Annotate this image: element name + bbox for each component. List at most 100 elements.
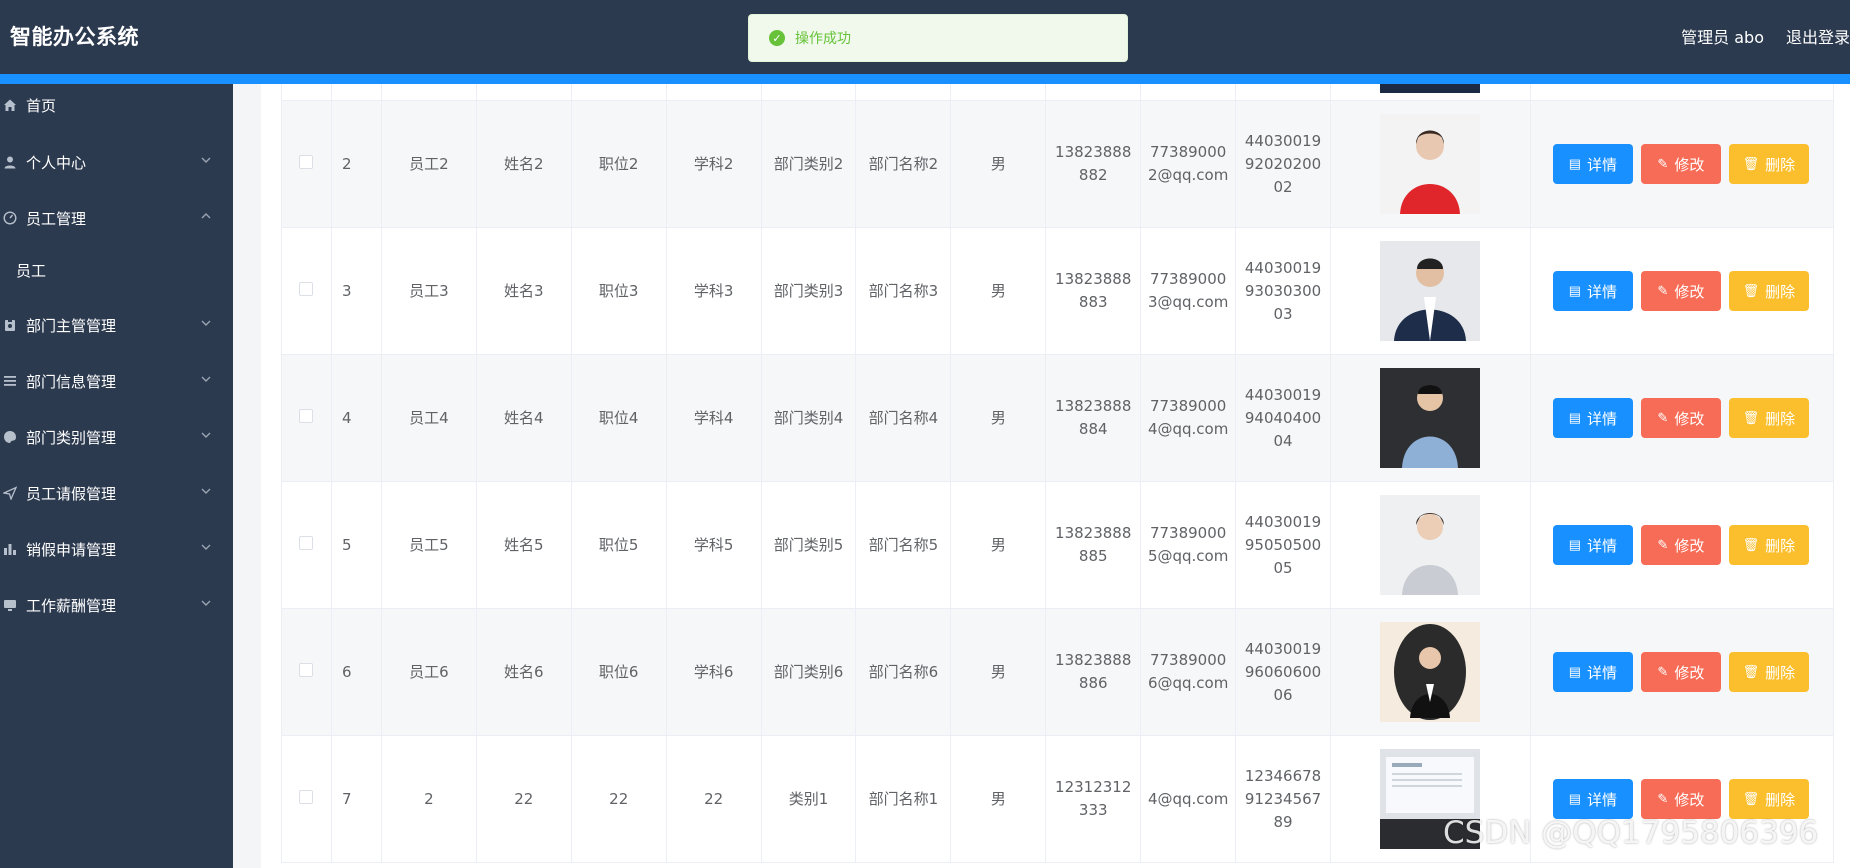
sidebar-item-leave-management[interactable]: 员工请假管理 bbox=[0, 473, 233, 513]
employee-photo bbox=[1380, 749, 1481, 849]
detail-button[interactable]: ▤ 详情 bbox=[1552, 652, 1633, 692]
cell-gender: 男 bbox=[950, 608, 1047, 736]
table-cell bbox=[1140, 84, 1237, 101]
sidebar: 首页 个人中心 员工管理 员工 部门主管管理 部门信息管理 部门类别管 bbox=[0, 84, 233, 868]
home-icon bbox=[2, 97, 18, 113]
logout-link[interactable]: 退出登录 bbox=[1785, 28, 1850, 47]
cell-id-card: 440300199202020002 bbox=[1235, 100, 1331, 228]
document-icon: ▤ bbox=[1568, 664, 1582, 679]
table-cell bbox=[950, 84, 1047, 101]
detail-button[interactable]: ▤ 详情 bbox=[1552, 398, 1633, 438]
table-cell bbox=[380, 84, 477, 101]
cell-gender: 男 bbox=[950, 481, 1047, 609]
employee-photo bbox=[1380, 241, 1481, 341]
sidebar-subitem-employee[interactable]: 员工 bbox=[0, 250, 233, 290]
row-actions: ▤ 详情 ✎ 修改 🗑 删除 bbox=[1537, 652, 1827, 692]
employee-photo bbox=[1380, 84, 1481, 93]
table-row: 3 员工3 姓名3 职位3 学科3 部门类别3 部门名称3 男 13823888883 77389… bbox=[281, 227, 1834, 355]
sidebar-item-leave-cancel[interactable]: 销假申请管理 bbox=[0, 529, 233, 569]
select-cell bbox=[281, 481, 332, 609]
chevron-down-icon bbox=[200, 317, 212, 329]
row-checkbox[interactable] bbox=[299, 662, 314, 677]
detail-button[interactable]: ▤ 详情 bbox=[1552, 271, 1633, 311]
cell-phone: 13823888883 bbox=[1045, 227, 1142, 355]
sidebar-item-salary[interactable]: 工作薪酬管理 bbox=[0, 585, 233, 625]
sidebar-item-dept-info[interactable]: 部门信息管理 bbox=[0, 361, 233, 401]
chevron-down-icon bbox=[200, 541, 212, 553]
delete-button[interactable]: 🗑 删除 bbox=[1728, 652, 1809, 692]
detail-button[interactable]: ▤ 详情 bbox=[1552, 779, 1633, 819]
sidebar-item-label: 工作薪酬管理 bbox=[26, 596, 117, 615]
cell-id-card: 440300199404040004 bbox=[1235, 354, 1331, 482]
delete-button[interactable]: 🗑 删除 bbox=[1728, 271, 1809, 311]
cell-dept-type: 部门类别5 bbox=[760, 481, 857, 609]
row-actions: ▤ 详情 ✎ 修改 🗑 删除 bbox=[1537, 779, 1827, 819]
cell-subject: 22 bbox=[665, 735, 762, 863]
sidebar-item-label: 首页 bbox=[26, 96, 57, 115]
cell-id-card: 440300199606060006 bbox=[1235, 608, 1331, 736]
pencil-icon: ✎ bbox=[1657, 537, 1669, 552]
cell-name: 姓名5 bbox=[475, 481, 572, 609]
delete-button[interactable]: 🗑 删除 bbox=[1728, 144, 1809, 184]
sidebar-item-label: 部门类别管理 bbox=[26, 428, 117, 447]
edit-button[interactable]: ✎ 修改 bbox=[1640, 525, 1721, 565]
edit-button[interactable]: ✎ 修改 bbox=[1640, 271, 1721, 311]
chevron-down-icon bbox=[200, 485, 212, 497]
row-index: 7 bbox=[330, 735, 382, 863]
cell-dept-type: 类别1 bbox=[760, 735, 857, 863]
cell-position: 22 bbox=[570, 735, 667, 863]
pencil-icon: ✎ bbox=[1657, 791, 1669, 806]
table-cell bbox=[570, 84, 667, 101]
detail-button[interactable]: ▤ 详情 bbox=[1552, 144, 1633, 184]
row-index: 5 bbox=[330, 481, 382, 609]
delete-button-label: 删除 bbox=[1765, 537, 1796, 555]
detail-button[interactable]: ▤ 详情 bbox=[1552, 525, 1633, 565]
sidebar-item-label: 员工管理 bbox=[26, 209, 87, 228]
photo-cell bbox=[1330, 227, 1531, 355]
row-checkbox[interactable] bbox=[299, 789, 314, 804]
row-checkbox[interactable] bbox=[299, 154, 314, 169]
edit-button[interactable]: ✎ 修改 bbox=[1640, 779, 1721, 819]
table-cell bbox=[1045, 84, 1142, 101]
document-icon: ▤ bbox=[1568, 410, 1582, 425]
pencil-icon: ✎ bbox=[1657, 156, 1669, 171]
row-checkbox[interactable] bbox=[299, 535, 314, 550]
cell-id-card: 123466789123456789 bbox=[1235, 735, 1331, 863]
document-icon: ▤ bbox=[1568, 791, 1582, 806]
row-actions: ▤ 详情 ✎ 修改 🗑 删除 bbox=[1537, 271, 1827, 311]
delete-button-label: 删除 bbox=[1765, 156, 1796, 174]
sidebar-item-personal-center[interactable]: 个人中心 bbox=[0, 142, 233, 182]
edit-button[interactable]: ✎ 修改 bbox=[1640, 652, 1721, 692]
select-cell bbox=[281, 100, 332, 228]
delete-button[interactable]: 🗑 删除 bbox=[1728, 779, 1809, 819]
sidebar-item-dept-category[interactable]: 部门类别管理 bbox=[0, 417, 233, 457]
edit-button[interactable]: ✎ 修改 bbox=[1640, 398, 1721, 438]
cell-dept-type: 部门类别6 bbox=[760, 608, 857, 736]
header-accent-bar bbox=[0, 74, 1850, 84]
delete-button[interactable]: 🗑 删除 bbox=[1728, 525, 1809, 565]
select-cell bbox=[281, 227, 332, 355]
user-icon bbox=[2, 154, 18, 170]
cell-name: 姓名3 bbox=[475, 227, 572, 355]
trash-icon: 🗑 bbox=[1742, 791, 1760, 806]
table-cell bbox=[330, 84, 382, 101]
cell-name: 姓名6 bbox=[475, 608, 572, 736]
chevron-down-icon bbox=[200, 597, 212, 609]
table-cell bbox=[760, 84, 857, 101]
cell-email: 773890006@qq.com bbox=[1140, 608, 1237, 736]
detail-button-label: 详情 bbox=[1587, 283, 1618, 301]
employee-photo bbox=[1380, 495, 1481, 595]
row-checkbox[interactable] bbox=[299, 408, 314, 423]
delete-button[interactable]: 🗑 删除 bbox=[1728, 398, 1809, 438]
cell-subject: 学科5 bbox=[665, 481, 762, 609]
sidebar-item-home[interactable]: 首页 bbox=[0, 85, 233, 125]
cell-subject: 学科6 bbox=[665, 608, 762, 736]
select-cell bbox=[281, 354, 332, 482]
row-checkbox[interactable] bbox=[299, 281, 314, 296]
sidebar-item-dept-supervisor[interactable]: 部门主管管理 bbox=[0, 305, 233, 345]
sidebar-item-employee-management[interactable]: 员工管理 bbox=[0, 198, 233, 238]
watermark: CSDN @QQ1795806396 bbox=[1443, 815, 1819, 851]
sidebar-item-label: 个人中心 bbox=[26, 153, 87, 172]
cell-emp-no: 员工6 bbox=[380, 608, 477, 736]
edit-button[interactable]: ✎ 修改 bbox=[1640, 144, 1721, 184]
